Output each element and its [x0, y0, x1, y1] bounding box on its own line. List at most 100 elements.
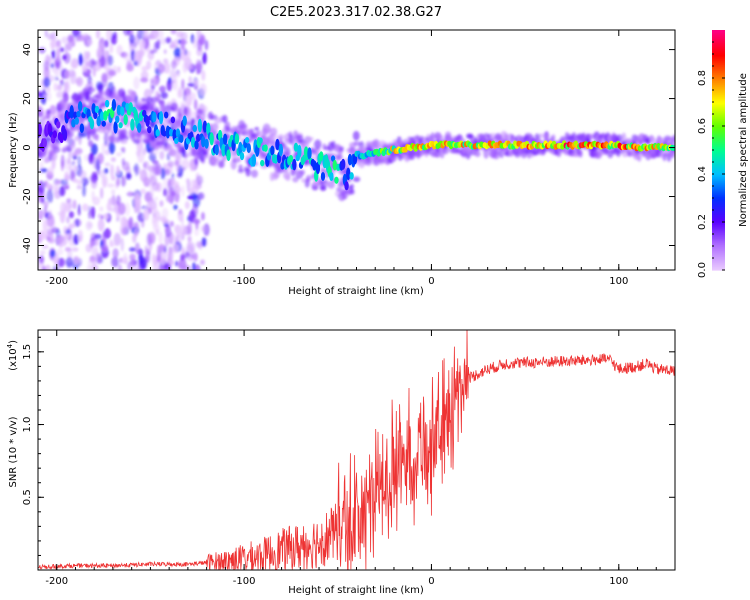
heatmap-cell	[167, 247, 174, 261]
heatmap-ridge-point	[334, 176, 339, 184]
heatmap-cell	[195, 175, 203, 186]
heatmap-ridge-point	[214, 144, 219, 156]
heatmap-ridge-point	[89, 118, 95, 130]
heatmap-cell	[134, 227, 138, 238]
heatmap-cell	[186, 121, 192, 126]
colorbar-segment	[712, 116, 725, 119]
colorbar-segment	[712, 238, 725, 241]
heatmap-cell	[128, 44, 134, 52]
heatmap-cell	[194, 228, 200, 237]
heatmap-cell	[47, 226, 55, 232]
heatmap-ridge-point	[239, 152, 245, 161]
heatmap-cell	[143, 208, 150, 221]
colorbar-segment	[712, 50, 725, 53]
heatmap-ridge-point	[246, 143, 251, 154]
heatmap-ridge-point	[152, 111, 157, 123]
heatmap-ridge-point	[263, 144, 268, 152]
spectrogram-y-axis-label: Frequency (Hz)	[8, 112, 19, 188]
colorbar-segment	[712, 126, 725, 129]
x-tick-label: -100	[233, 576, 256, 587]
heatmap-cell	[92, 256, 97, 270]
heatmap-cell	[192, 261, 196, 270]
colorbar-segment	[712, 142, 725, 145]
colorbar-segment	[712, 56, 725, 59]
colorbar-segment	[712, 110, 725, 113]
heatmap-cell	[170, 30, 177, 35]
heatmap-ridge-point	[94, 105, 100, 114]
heatmap-cell	[53, 82, 58, 92]
heatmap-cell	[104, 149, 110, 156]
heatmap-cell	[85, 61, 92, 68]
heatmap-ridge-point	[346, 167, 351, 181]
heatmap-cell	[97, 43, 105, 50]
heatmap-cell	[53, 252, 59, 266]
heatmap-cell	[169, 220, 174, 227]
heatmap-cell	[82, 183, 86, 197]
heatmap-cell	[47, 33, 55, 41]
heatmap-cell	[46, 86, 51, 93]
heatmap-cell	[81, 177, 89, 186]
heatmap-cell	[170, 102, 178, 112]
heatmap-cell	[264, 126, 272, 135]
heatmap-cell	[40, 197, 45, 204]
heatmap-ridge-point	[162, 130, 167, 137]
heatmap-cell	[90, 143, 98, 156]
heatmap-cell	[107, 183, 115, 188]
heatmap-cell	[187, 82, 195, 87]
heatmap-cell	[46, 141, 54, 148]
figure-title: C2E5.2023.317.02.38.G27	[270, 5, 442, 20]
heatmap-cell	[95, 30, 101, 39]
heatmap-ridge-point	[292, 158, 297, 171]
heatmap-ridge-point	[312, 160, 317, 171]
heatmap-cell	[50, 39, 57, 49]
heatmap-ridge-point	[99, 111, 105, 122]
heatmap-cell	[38, 47, 46, 54]
x-tick-label: 0	[428, 576, 434, 587]
heatmap-cell	[167, 160, 175, 168]
snr-y-multiplier: (x104)	[6, 340, 19, 371]
colorbar-segment	[712, 212, 725, 215]
heatmap-ridge-point	[238, 141, 243, 155]
heatmap-cell	[67, 34, 74, 43]
heatmap-ridge-point	[145, 115, 150, 128]
colorbar: 0.0 0.2 0.4 0.6 0.8 Normalized spectral ampl…	[697, 30, 749, 278]
colorbar-segment	[712, 164, 725, 167]
heatmap-cell	[152, 224, 161, 233]
heatmap-cell	[76, 184, 83, 190]
colorbar-segment	[712, 118, 725, 121]
heatmap-cell	[159, 200, 164, 207]
heatmap-cell	[82, 203, 89, 212]
colorbar-segment	[712, 82, 725, 85]
heatmap-ridge-point	[320, 172, 326, 181]
colorbar-segment	[712, 156, 725, 159]
heatmap-cell	[616, 134, 623, 143]
heatmap-ridge-point	[329, 171, 334, 182]
heatmap-cell	[90, 174, 94, 183]
heatmap-cell	[349, 183, 355, 189]
heatmap-cell	[163, 62, 171, 74]
heatmap-cell	[137, 150, 145, 164]
colorbar-segment	[712, 36, 725, 39]
heatmap-ridge-point	[115, 115, 120, 124]
colorbar-segment	[712, 62, 725, 65]
heatmap-cell	[152, 215, 158, 226]
heatmap-cell	[159, 144, 165, 150]
heatmap-cell	[123, 30, 131, 36]
heatmap-cell	[124, 202, 130, 217]
heatmap-cell	[112, 248, 119, 259]
colorbar-segment	[712, 258, 725, 261]
colorbar-segment	[712, 264, 725, 267]
colorbar-segment	[712, 200, 725, 203]
heatmap-cell	[211, 122, 219, 131]
heatmap-cell	[339, 146, 345, 152]
heatmap-cell	[174, 260, 179, 267]
heatmap-cell	[201, 212, 205, 221]
heatmap-cell	[92, 99, 99, 104]
heatmap-ridge-point	[307, 147, 312, 160]
heatmap-cell	[91, 190, 95, 201]
heatmap-cell	[104, 162, 111, 167]
colorbar-segment	[712, 252, 725, 255]
heatmap-cell	[64, 43, 68, 54]
heatmap-cell	[110, 34, 118, 46]
heatmap-cell	[55, 43, 62, 53]
